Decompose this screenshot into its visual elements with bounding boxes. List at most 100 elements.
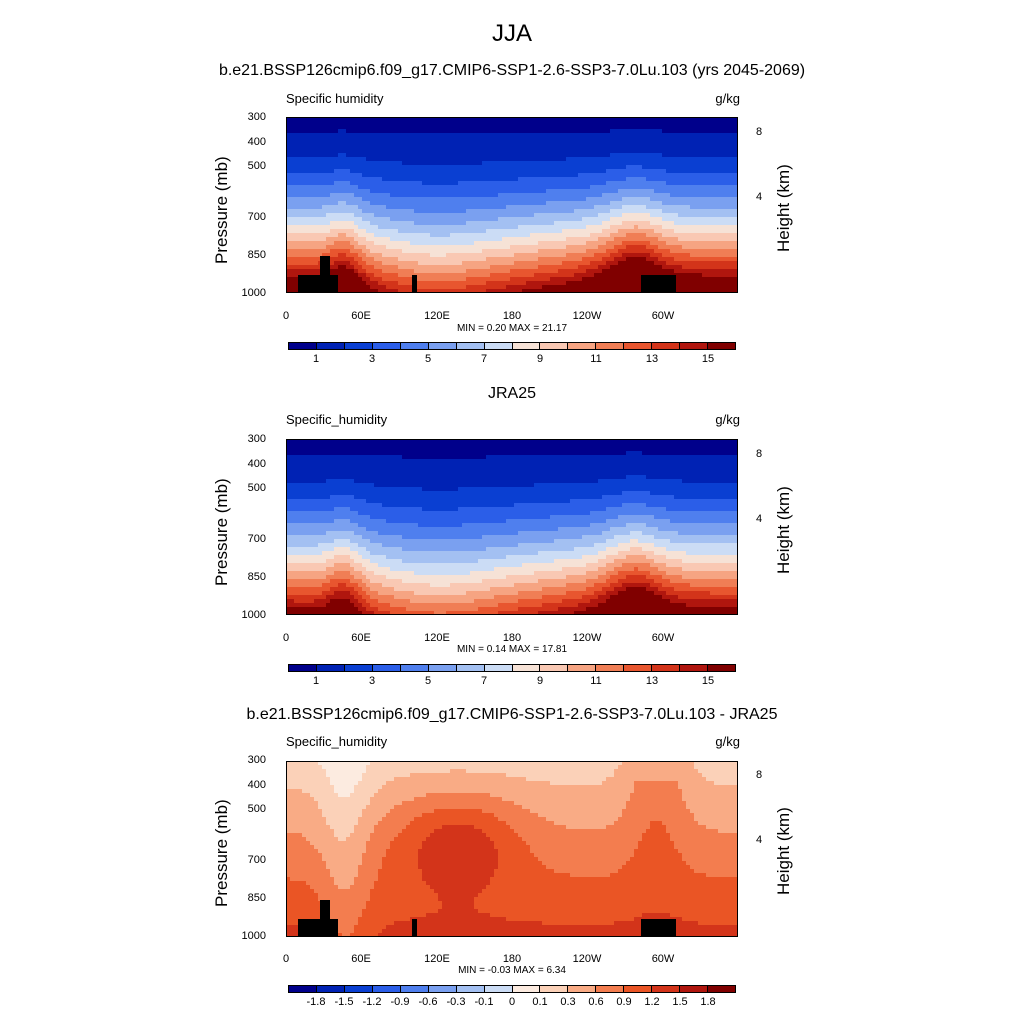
field-cell [682, 209, 687, 214]
field-cell [638, 217, 643, 222]
field-cell [362, 197, 367, 202]
field-cell [654, 197, 659, 202]
field-cell [362, 221, 367, 226]
field-cell [410, 229, 415, 234]
field-cell [650, 205, 655, 210]
field-cell [358, 233, 363, 238]
field-cell [618, 229, 623, 234]
field-cell [442, 189, 447, 194]
field-cell [618, 169, 623, 174]
field-cell [334, 161, 339, 166]
field-cell [530, 269, 535, 274]
field-cell [506, 141, 511, 146]
field-cell [658, 177, 663, 182]
field-cell [618, 133, 623, 138]
field-cell [366, 229, 371, 234]
field-cell [722, 145, 727, 150]
field-cell [426, 269, 431, 274]
field-cell [562, 133, 567, 138]
field-cell [510, 205, 515, 210]
field-cell [314, 177, 319, 182]
field-cell [366, 169, 371, 174]
field-cell [482, 189, 487, 194]
field-cell [434, 265, 439, 270]
field-cell [354, 245, 359, 250]
field-cell [366, 285, 371, 290]
field-cell [690, 289, 695, 293]
field-cell [482, 241, 487, 246]
field-cell [474, 181, 479, 186]
field-cell [374, 161, 379, 166]
field-cell [438, 273, 443, 278]
field-cell [566, 133, 571, 138]
field-cell [586, 185, 591, 190]
field-cell [662, 121, 667, 126]
field-cell [674, 153, 679, 158]
field-cell [458, 225, 463, 230]
field-cell [302, 181, 307, 186]
field-cell [330, 233, 335, 238]
field-cell [506, 125, 511, 130]
field-cell [466, 281, 471, 286]
field-cell [286, 277, 291, 282]
field-cell [294, 177, 299, 182]
field-cell [430, 141, 435, 146]
field-cell [658, 213, 663, 218]
field-cell [306, 201, 311, 206]
field-cell [498, 257, 503, 262]
field-cell [438, 137, 443, 142]
field-cell [374, 157, 379, 162]
field-cell [626, 205, 631, 210]
field-cell [634, 169, 639, 174]
field-cell [326, 137, 331, 142]
field-cell [538, 265, 543, 270]
field-cell [702, 269, 707, 274]
field-cell [442, 201, 447, 206]
field-cell [498, 133, 503, 138]
field-cell [434, 257, 439, 262]
field-cell [366, 149, 371, 154]
field-cell [346, 149, 351, 154]
field-cell [714, 165, 719, 170]
field-cell [530, 209, 535, 214]
field-cell [398, 201, 403, 206]
field-cell [402, 133, 407, 138]
field-cell [602, 229, 607, 234]
field-cell [506, 241, 511, 246]
field-cell [654, 241, 659, 246]
field-cell [458, 269, 463, 274]
field-cell [474, 189, 479, 194]
field-cell [338, 241, 343, 246]
field-cell [718, 177, 723, 182]
field-cell [570, 229, 575, 234]
field-cell [662, 237, 667, 242]
field-cell [718, 221, 723, 226]
field-cell [370, 289, 375, 293]
field-cell [338, 237, 343, 242]
field-cell [502, 141, 507, 146]
field-cell [326, 241, 331, 246]
field-cell [470, 193, 475, 198]
field-cell [298, 177, 303, 182]
field-cell [518, 185, 523, 190]
field-cell [390, 185, 395, 190]
field-cell [622, 209, 627, 214]
field-cell [654, 177, 659, 182]
field-cell [534, 261, 539, 266]
field-cell [298, 121, 303, 126]
field-cell [702, 237, 707, 242]
field-cell [670, 133, 675, 138]
field-cell [550, 133, 555, 138]
field-cell [698, 285, 703, 290]
field-cell [646, 265, 651, 270]
field-cell [642, 229, 647, 234]
field-cell [694, 133, 699, 138]
field-cell [690, 193, 695, 198]
field-cell [342, 117, 347, 122]
field-cell [578, 229, 583, 234]
field-cell [386, 193, 391, 198]
field-cell [534, 181, 539, 186]
field-cell [354, 129, 359, 134]
field-cell [666, 249, 671, 254]
field-cell [434, 137, 439, 142]
